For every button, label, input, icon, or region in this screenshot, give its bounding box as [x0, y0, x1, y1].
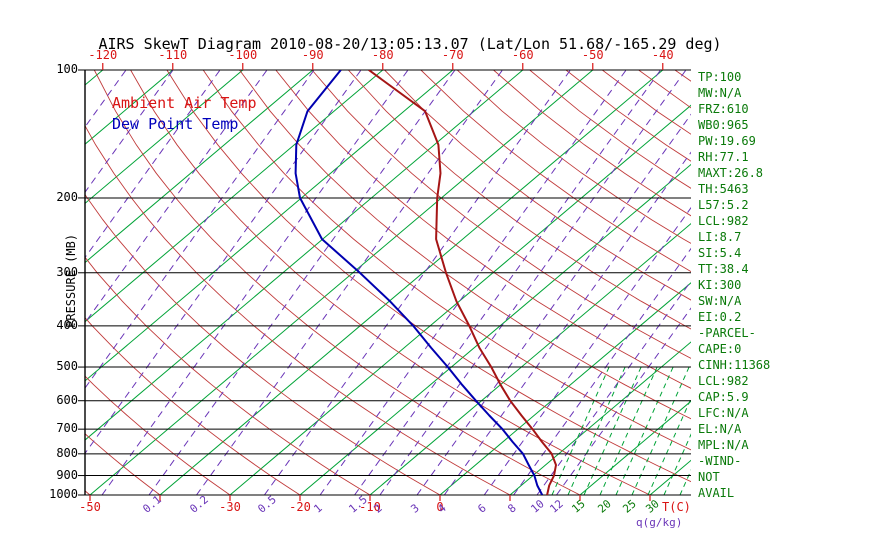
top-temp-label: -60	[511, 48, 534, 62]
stats-line: AVAIL	[698, 486, 735, 500]
pressure-tick-label: 300	[56, 264, 78, 279]
bottom-temp-label: -30	[219, 500, 241, 514]
pressure-tick-label: 800	[56, 445, 78, 460]
top-temp-label: -40	[651, 48, 674, 62]
stats-line: L57:5.2	[698, 198, 749, 212]
stats-line: CAP:5.9	[698, 390, 749, 404]
bottom-temp-label: 0	[436, 500, 444, 514]
top-temp-label: -80	[371, 48, 394, 62]
stats-line: MW:N/A	[698, 86, 742, 100]
stats-line: WB0:965	[698, 118, 749, 132]
stats-line: PW:19.69	[698, 134, 756, 148]
pressure-tick-label: 900	[56, 467, 78, 482]
legend-ambient-air-temp: Ambient Air Temp	[112, 94, 257, 112]
stats-line: EL:N/A	[698, 422, 742, 436]
stats-line: MPL:N/A	[698, 438, 749, 452]
stats-line: CAPE:0	[698, 342, 742, 356]
top-temp-label: -100	[228, 48, 258, 62]
mixing-ratio-unit-label: q(g/kg)	[636, 516, 683, 529]
bottom-temp-label: -20	[289, 500, 311, 514]
top-temp-label: -50	[581, 48, 604, 62]
chart-title: AIRS SkewT Diagram 2010-08-20/13:05:13.0…	[98, 35, 722, 53]
stats-line: MAXT:26.8	[698, 166, 764, 180]
stats-line: LCL:982	[698, 214, 749, 228]
dew-point-curve	[294, 70, 544, 495]
stats-line: -PARCEL-	[698, 326, 756, 340]
stats-line: RH:77.1	[698, 150, 749, 164]
stats-line: KI:300	[698, 278, 742, 292]
temp-unit-label: T(C)	[662, 500, 691, 514]
ambient-temp-curve	[368, 70, 557, 495]
pressure-tick-label: 400	[56, 317, 78, 332]
legend-dew-point-temp: Dew Point Temp	[112, 115, 239, 133]
stats-line: NOT	[698, 470, 720, 484]
top-temp-label: -90	[301, 48, 324, 62]
stats-line: SW:N/A	[698, 294, 742, 308]
stats-line: EI:0.2	[698, 310, 742, 324]
stats-line: SI:5.4	[698, 246, 742, 260]
top-temp-label: -70	[441, 48, 464, 62]
pressure-tick-label: 200	[56, 189, 78, 204]
stats-line: LFC:N/A	[698, 406, 749, 420]
pressure-tick-label: 600	[56, 392, 78, 407]
stats-line: LI:8.7	[698, 230, 742, 244]
stats-line: -WIND-	[698, 454, 742, 468]
bottom-temp-label: -50	[79, 500, 101, 514]
stats-line: TH:5463	[698, 182, 749, 196]
pressure-tick-label: 700	[56, 421, 78, 436]
stats-line: FRZ:610	[698, 102, 749, 116]
pressure-tick-label: 100	[56, 62, 78, 76]
pressure-tick-label: 500	[56, 359, 78, 374]
top-temp-label: -120	[88, 48, 118, 62]
stats-line: TP:100	[698, 70, 742, 84]
top-temp-label: -110	[158, 48, 188, 62]
pressure-axis-label: PRESSURE (MB)	[64, 233, 79, 328]
stats-line: LCL:982	[698, 374, 749, 388]
bottom-temp-label: -10	[359, 500, 381, 514]
pressure-tick-label: 1000	[49, 487, 78, 501]
stats-line: CINH:11368	[698, 358, 771, 372]
stats-line: TT:38.4	[698, 262, 749, 276]
